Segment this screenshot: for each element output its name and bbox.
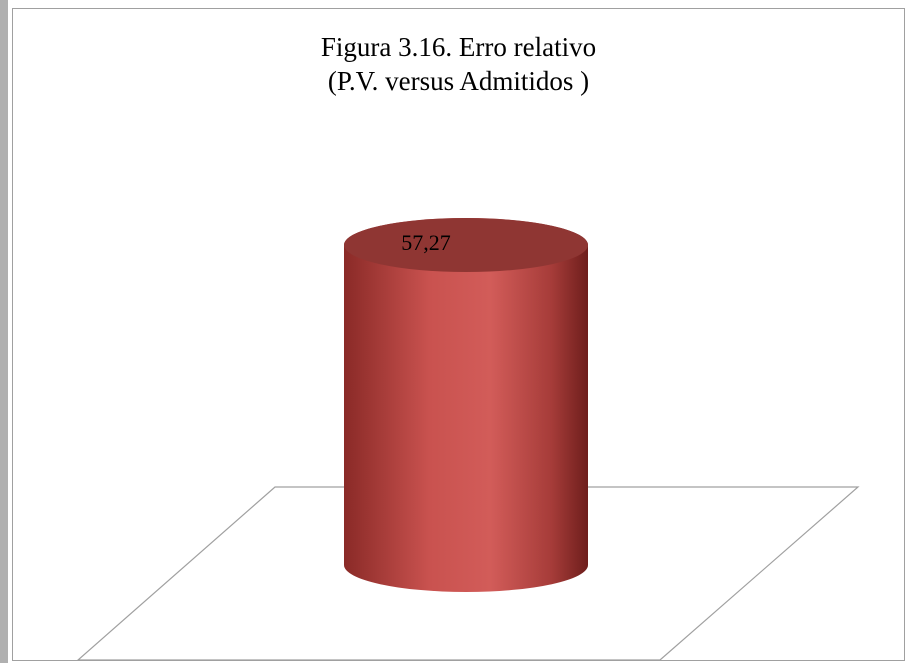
value-label: 57,27 bbox=[401, 230, 451, 255]
chart-title: Figura 3.16. Erro relativo (P.V. versus … bbox=[320, 32, 597, 96]
bar bbox=[344, 218, 588, 592]
floor bbox=[76, 486, 860, 661]
side-strip bbox=[0, 0, 8, 663]
bar-top bbox=[344, 218, 588, 272]
